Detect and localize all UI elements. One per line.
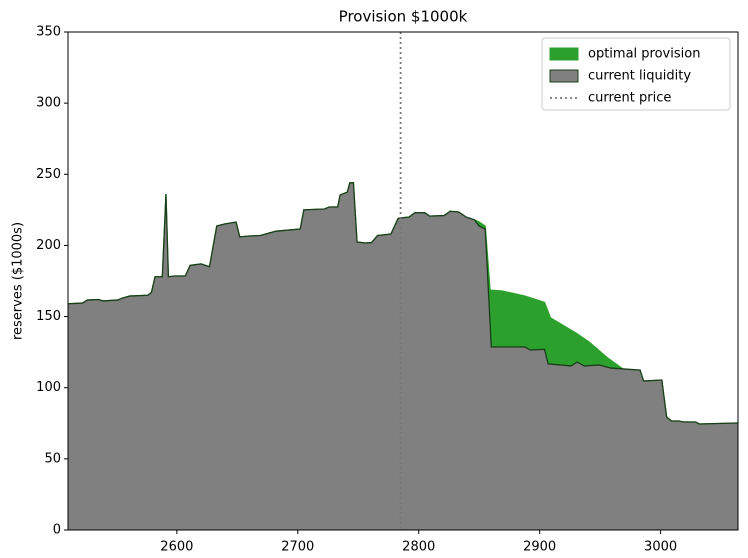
legend-box: [541, 37, 731, 111]
y-tick-label: 50: [44, 451, 61, 466]
x-tick-label: 2600: [160, 540, 193, 555]
y-axis-label: reserves ($1000s): [11, 222, 26, 340]
legend-label: current price: [588, 91, 671, 106]
y-tick-label: 150: [36, 309, 61, 324]
x-tick-label: 2800: [402, 540, 435, 555]
y-tick-label: 0: [53, 523, 61, 538]
y-tick-label: 100: [36, 380, 61, 395]
x-tick-label: 2900: [523, 540, 556, 555]
chart-title: Provision $1000k: [339, 8, 468, 26]
legend-label: current liquidity: [588, 69, 691, 84]
y-tick-label: 300: [36, 96, 61, 111]
plot-frame: [67, 31, 739, 531]
y-tick-label: 200: [36, 238, 61, 253]
x-tick-label: 3000: [644, 540, 677, 555]
y-tick-label: 250: [36, 167, 61, 182]
y-tick-label: 350: [36, 25, 61, 40]
area: [68, 182, 738, 530]
legend-swatch: [549, 69, 579, 83]
x-tick-label: 2700: [281, 540, 314, 555]
legend-label: optimal provision: [588, 47, 700, 62]
area-edge: [67, 182, 739, 425]
legend-swatch: [549, 47, 579, 61]
